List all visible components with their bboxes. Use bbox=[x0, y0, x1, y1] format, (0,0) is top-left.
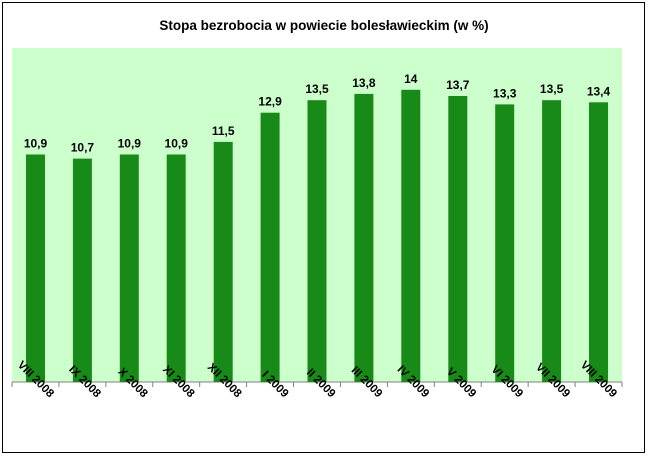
bar bbox=[26, 154, 45, 382]
value-label: 10,9 bbox=[24, 137, 48, 151]
bar bbox=[354, 93, 374, 383]
x-axis-ticks bbox=[11, 382, 623, 387]
bar bbox=[213, 141, 233, 382]
value-label: 13,7 bbox=[446, 78, 470, 92]
value-label: 13,3 bbox=[493, 86, 517, 100]
value-label: 13,8 bbox=[352, 76, 376, 90]
bar bbox=[542, 100, 562, 382]
bar bbox=[495, 104, 515, 383]
value-label: 10,7 bbox=[71, 141, 95, 155]
bar bbox=[307, 100, 327, 382]
value-label: 14 bbox=[404, 72, 418, 86]
value-labels: 10,9 10,7 10,9 10,9 11,5 12,9 13,5 13,8 14 13,7 13… bbox=[24, 72, 611, 155]
bar bbox=[448, 96, 468, 382]
value-label: 13,5 bbox=[305, 82, 329, 96]
bar bbox=[260, 112, 280, 382]
bars bbox=[26, 89, 608, 383]
bar bbox=[72, 158, 92, 382]
value-label: 13,5 bbox=[540, 82, 564, 96]
chart-title: Stopa bezrobocia w powiecie bolesławieck… bbox=[159, 18, 488, 33]
value-label: 10,9 bbox=[118, 137, 142, 151]
bar bbox=[401, 89, 421, 383]
value-label: 12,9 bbox=[258, 95, 282, 109]
bar bbox=[166, 154, 186, 382]
value-label: 10,9 bbox=[165, 137, 189, 151]
bar bbox=[119, 154, 139, 382]
value-label: 13,4 bbox=[587, 84, 611, 98]
value-label: 11,5 bbox=[212, 124, 235, 138]
bar bbox=[589, 102, 608, 383]
